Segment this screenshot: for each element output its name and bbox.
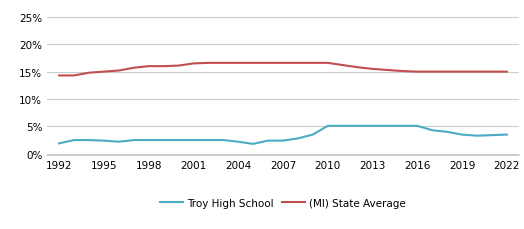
Troy High School — [56, 142, 62, 145]
(MI) State Average — [265, 62, 271, 65]
Troy High School — [205, 139, 212, 142]
Troy High School — [71, 139, 77, 142]
Troy High School — [130, 139, 137, 142]
(MI) State Average — [160, 65, 167, 68]
(MI) State Average — [459, 71, 465, 74]
(MI) State Average — [294, 62, 301, 65]
Troy High School — [489, 134, 495, 137]
(MI) State Average — [71, 75, 77, 77]
Troy High School — [146, 139, 152, 142]
Troy High School — [399, 125, 406, 128]
(MI) State Average — [101, 71, 107, 74]
Troy High School — [310, 134, 316, 136]
Troy High School — [384, 125, 390, 128]
Troy High School — [250, 143, 256, 146]
Troy High School — [324, 125, 331, 128]
Troy High School — [220, 139, 226, 142]
(MI) State Average — [474, 71, 480, 74]
(MI) State Average — [429, 71, 435, 74]
(MI) State Average — [369, 68, 376, 71]
Troy High School — [101, 140, 107, 142]
Troy High School — [160, 139, 167, 142]
(MI) State Average — [324, 62, 331, 65]
Troy High School — [414, 125, 420, 128]
Troy High School — [280, 140, 286, 142]
Troy High School — [474, 135, 480, 137]
(MI) State Average — [280, 62, 286, 65]
Troy High School — [190, 139, 196, 142]
Troy High School — [176, 139, 182, 142]
(MI) State Average — [130, 67, 137, 70]
(MI) State Average — [340, 64, 346, 67]
Troy High School — [294, 137, 301, 140]
Troy High School — [86, 139, 92, 142]
(MI) State Average — [250, 62, 256, 65]
Troy High School — [429, 129, 435, 132]
Troy High School — [369, 125, 376, 128]
(MI) State Average — [384, 69, 390, 72]
Troy High School — [116, 141, 122, 143]
Troy High School — [235, 141, 242, 143]
Troy High School — [504, 134, 510, 136]
(MI) State Average — [116, 70, 122, 73]
(MI) State Average — [444, 71, 450, 74]
Troy High School — [265, 140, 271, 142]
(MI) State Average — [399, 70, 406, 73]
(MI) State Average — [354, 67, 361, 69]
(MI) State Average — [489, 71, 495, 74]
Troy High School — [354, 125, 361, 128]
(MI) State Average — [414, 71, 420, 74]
(MI) State Average — [86, 72, 92, 75]
(MI) State Average — [205, 62, 212, 65]
(MI) State Average — [176, 65, 182, 68]
(MI) State Average — [146, 65, 152, 68]
(MI) State Average — [56, 75, 62, 77]
Line: Troy High School: Troy High School — [59, 126, 507, 144]
(MI) State Average — [190, 63, 196, 65]
(MI) State Average — [504, 71, 510, 74]
Line: (MI) State Average: (MI) State Average — [59, 64, 507, 76]
(MI) State Average — [235, 62, 242, 65]
(MI) State Average — [310, 62, 316, 65]
Legend: Troy High School, (MI) State Average: Troy High School, (MI) State Average — [156, 194, 410, 212]
(MI) State Average — [220, 62, 226, 65]
Troy High School — [340, 125, 346, 128]
Troy High School — [459, 134, 465, 136]
Troy High School — [444, 131, 450, 134]
